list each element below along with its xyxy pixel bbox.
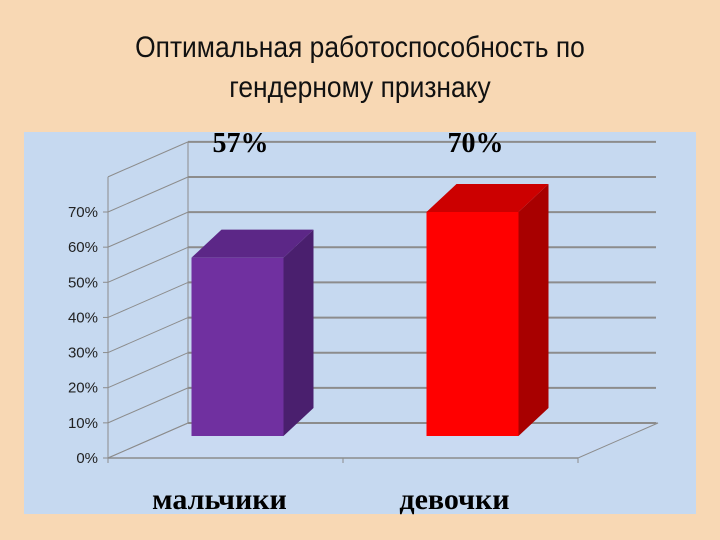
y-tick-label: 70% [68,204,98,221]
gridline-side [107,141,189,178]
chart-title-line-1: Оптимальная работоспособность по [135,31,585,64]
bar-side [283,229,314,436]
chart-title: Оптимальная работоспособность по гендерн… [131,28,589,108]
y-tick-label: 0% [76,450,98,467]
y-tick-label: 40% [68,309,98,326]
x-tick-label: мальчики [152,483,287,516]
gridline-side [107,281,189,318]
y-tick-label: 10% [68,415,98,432]
bar-side [518,184,549,436]
y-tick-label: 60% [68,239,98,256]
bar-top [426,184,549,212]
gridline-side [107,422,189,459]
chart-floor [107,422,659,459]
y-tick-label: 50% [68,274,98,291]
bar-front [426,212,519,436]
gridline-side [107,387,189,424]
data-label: 57% [213,128,269,159]
gridline-side [107,352,189,389]
gridline-side [107,176,189,213]
data-label: 70% [448,128,504,159]
gridline-side [107,246,189,283]
y-tick-label: 30% [68,345,98,362]
bar-top [191,229,314,258]
bar-front [191,257,284,436]
y-tick-label: 20% [68,380,98,397]
gridline-side [107,211,189,248]
gridline-side [107,317,189,354]
chart-title-line-2: гендерному признаку [229,71,491,104]
x-tick-label: девочки [399,483,509,516]
